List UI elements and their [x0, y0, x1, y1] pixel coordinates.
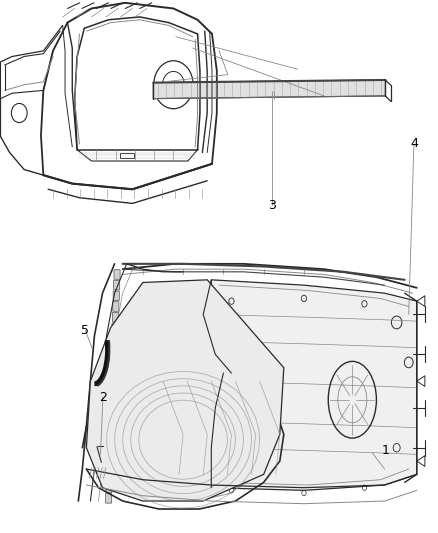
FancyBboxPatch shape: [111, 355, 117, 365]
FancyBboxPatch shape: [108, 430, 114, 439]
FancyBboxPatch shape: [109, 398, 115, 407]
FancyBboxPatch shape: [106, 472, 113, 482]
FancyBboxPatch shape: [113, 291, 119, 301]
FancyBboxPatch shape: [110, 376, 116, 386]
FancyBboxPatch shape: [106, 494, 112, 503]
Polygon shape: [211, 280, 417, 490]
Text: 1: 1: [381, 444, 389, 457]
FancyBboxPatch shape: [113, 302, 119, 311]
FancyBboxPatch shape: [107, 451, 113, 461]
FancyBboxPatch shape: [110, 387, 116, 397]
FancyBboxPatch shape: [114, 270, 120, 279]
FancyBboxPatch shape: [110, 366, 117, 375]
Text: 5: 5: [81, 324, 89, 337]
Text: 4: 4: [410, 138, 418, 150]
Polygon shape: [86, 280, 284, 501]
FancyBboxPatch shape: [107, 440, 113, 450]
Polygon shape: [153, 80, 385, 99]
Text: 3: 3: [268, 199, 276, 212]
FancyBboxPatch shape: [113, 312, 119, 322]
Text: 2: 2: [99, 391, 107, 403]
FancyBboxPatch shape: [111, 344, 117, 354]
FancyBboxPatch shape: [108, 419, 114, 429]
FancyBboxPatch shape: [106, 483, 112, 492]
FancyBboxPatch shape: [112, 323, 118, 333]
FancyBboxPatch shape: [113, 280, 120, 290]
FancyBboxPatch shape: [109, 408, 115, 418]
FancyBboxPatch shape: [112, 334, 118, 343]
FancyBboxPatch shape: [107, 462, 113, 471]
